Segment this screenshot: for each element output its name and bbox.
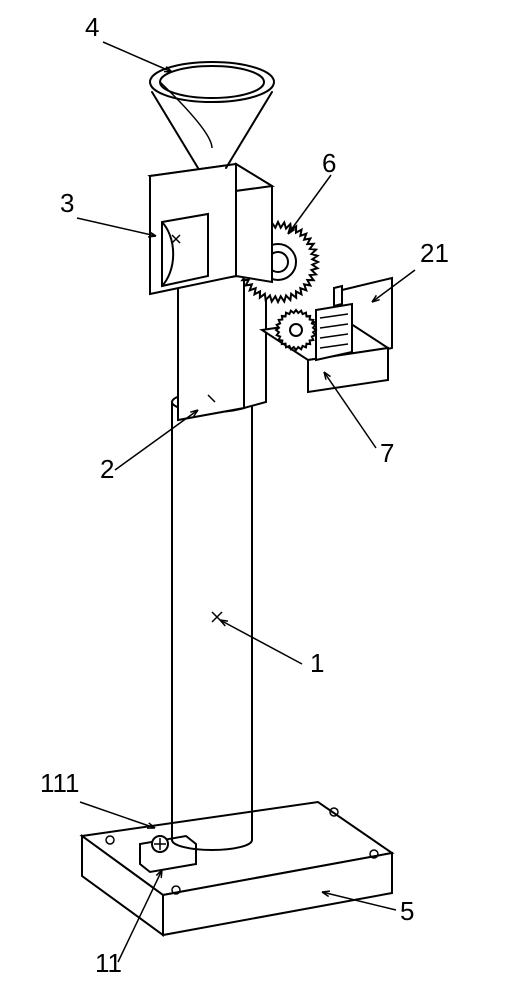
label-111: 111: [40, 768, 80, 798]
base-plate: [82, 802, 392, 935]
screw: [152, 836, 168, 852]
pinion-gear: [276, 310, 316, 350]
column: [172, 392, 252, 850]
label-6: 6: [322, 148, 336, 178]
label-1: 1: [310, 648, 324, 678]
label-11: 11: [95, 948, 122, 978]
funnel: [150, 62, 274, 168]
label-3: 3: [60, 188, 74, 218]
label-4: 4: [85, 12, 99, 42]
label-5: 5: [400, 896, 414, 926]
label-2: 2: [100, 454, 114, 484]
label-7: 7: [380, 438, 394, 468]
housing: [150, 164, 272, 294]
label-21: 21: [420, 238, 449, 268]
upper-arm: [178, 275, 266, 420]
